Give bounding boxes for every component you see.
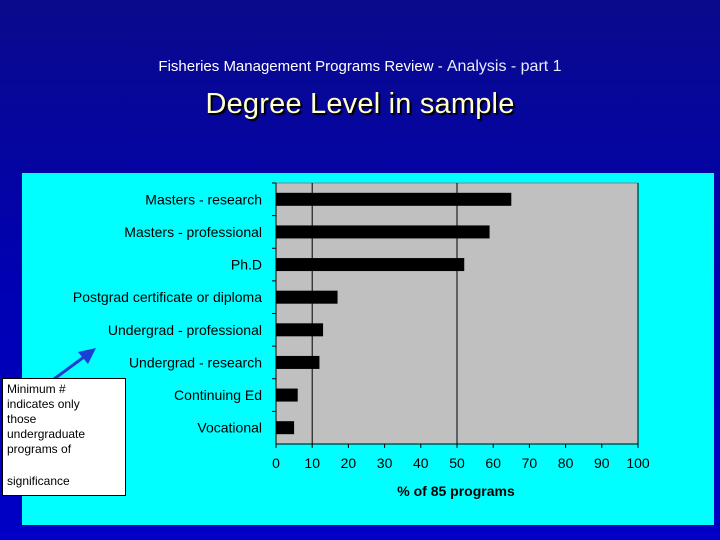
bar [276,290,338,304]
bar [276,421,295,435]
subtitle-text: Fisheries Management Programs Review - [158,58,447,75]
x-tick-label: 40 [413,455,429,471]
x-tick-label: 80 [558,455,574,471]
x-tick-label: 60 [485,455,501,471]
bar-chart: 0 10 20 30 40 50 60 70 80 90 100 Masters - research… [73,182,650,499]
x-axis-title: % of 85 programs [397,483,515,499]
bar [276,192,512,206]
annotation-note-text: Minimum # indicates only those undergrad… [7,382,86,456]
x-tick-label: 0 [272,455,280,471]
bar [276,258,465,272]
category-label: Postgrad certificate or diploma [73,289,262,305]
slide-subtitle: Fisheries Management Programs Review - A… [0,58,720,76]
x-tick-label: 20 [341,455,357,471]
chart-panel: 0 10 20 30 40 50 60 70 80 90 100 Masters - research… [22,173,714,525]
slide-title: Degree Level in sample [205,88,515,120]
subtitle-analysis-text: Analysis - part 1 [446,58,562,75]
bar [276,388,298,402]
x-tick-label: 50 [449,455,465,471]
category-label: Ph.D [231,257,262,273]
annotation-note: Minimum # indicates only those undergrad… [2,378,126,496]
bar [276,355,320,369]
annotation-note-tail: significance [7,474,70,488]
x-tick-label: 90 [594,455,610,471]
category-label: Masters - professional [124,224,262,240]
category-label: Masters - research [145,191,262,207]
x-tick-label: 100 [626,455,650,471]
bar [276,323,324,337]
category-label: Undergrad - research [129,354,262,370]
category-label: Undergrad - professional [108,322,262,338]
category-label: Continuing Ed [174,387,262,403]
category-label: Vocational [197,420,262,436]
bar [276,225,490,239]
x-tick-label: 70 [522,455,538,471]
arrow-icon [49,348,96,384]
x-tick-label: 30 [377,455,393,471]
x-tick-label: 10 [304,455,320,471]
